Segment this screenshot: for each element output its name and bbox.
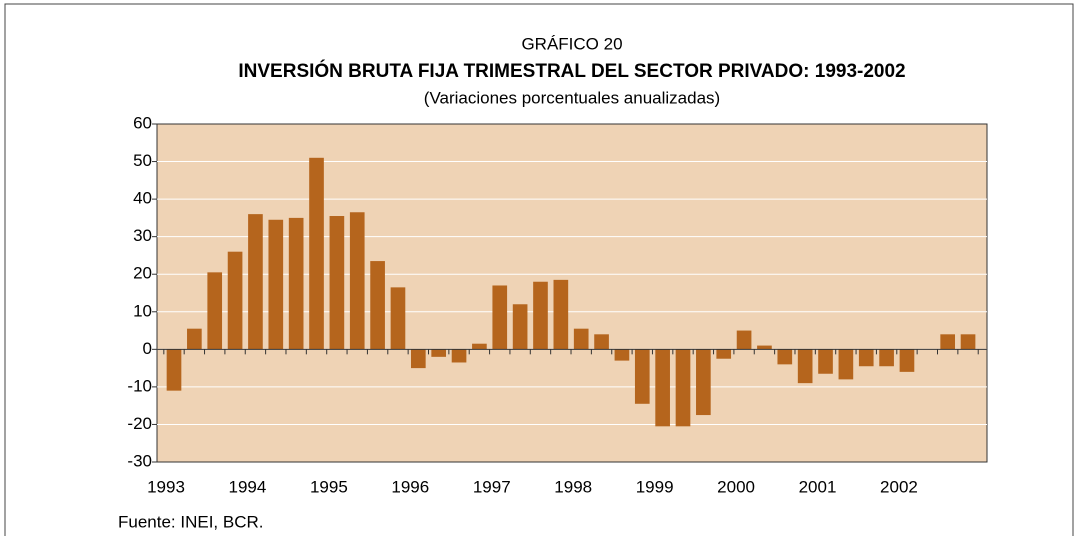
bar <box>777 349 793 365</box>
bar <box>716 349 732 359</box>
bar <box>512 304 528 350</box>
frame <box>4 3 1074 536</box>
x-tick-label: 1994 <box>229 477 267 496</box>
bar <box>655 349 670 427</box>
y-tick-label: -10 <box>127 376 152 395</box>
bar <box>838 349 854 380</box>
bar <box>248 214 263 350</box>
x-tick-label: 1993 <box>147 477 185 496</box>
x-tick-label: 1996 <box>391 477 429 496</box>
y-tick-label: 0 <box>143 339 152 358</box>
x-tick-label: 2001 <box>799 477 837 496</box>
y-tick-label: -20 <box>127 414 152 433</box>
x-tick-label: 1998 <box>554 477 592 496</box>
bar <box>553 279 569 350</box>
bar <box>573 328 589 350</box>
bar <box>349 212 365 350</box>
bar <box>431 349 447 357</box>
bar <box>858 349 874 367</box>
chart-supertitle: GRÁFICO 20 <box>521 34 622 53</box>
bar <box>533 281 548 350</box>
x-tick-label: 1999 <box>636 477 674 496</box>
bar <box>207 272 223 350</box>
bar <box>634 349 650 404</box>
bar <box>818 349 833 374</box>
bar <box>492 285 508 350</box>
bar <box>736 330 752 350</box>
bar <box>757 345 772 350</box>
x-tick-label: 1995 <box>310 477 348 496</box>
y-tick-label: 30 <box>133 226 152 245</box>
bar <box>472 343 487 350</box>
bar <box>797 349 813 384</box>
x-tick-label: 1997 <box>473 477 511 496</box>
chart-subtitle: (Variaciones porcentuales anualizadas) <box>424 88 720 107</box>
bar <box>594 334 609 350</box>
bar <box>940 334 956 350</box>
bar <box>675 349 691 427</box>
y-tick-label: -30 <box>127 451 152 470</box>
bar <box>166 349 182 391</box>
bar <box>614 349 630 361</box>
x-tick-label: 2002 <box>880 477 918 496</box>
bar <box>960 334 976 350</box>
y-tick-label: 50 <box>133 151 152 170</box>
bar <box>329 216 345 350</box>
bar <box>899 349 915 372</box>
y-tick-label: 20 <box>133 264 152 283</box>
bar <box>309 157 324 350</box>
bar <box>390 287 406 350</box>
bar <box>227 251 243 350</box>
chart-title: INVERSIÓN BRUTA FIJA TRIMESTRAL DEL SECT… <box>238 60 905 82</box>
bar <box>410 349 426 369</box>
bar <box>268 219 284 350</box>
bar <box>451 349 467 363</box>
bar <box>370 261 385 350</box>
bar <box>288 217 304 350</box>
source-note: Fuente: INEI, BCR. <box>118 512 264 531</box>
x-tick-label: 2000 <box>717 477 755 496</box>
y-tick-label: 10 <box>133 301 152 320</box>
y-tick-label: 60 <box>133 113 152 132</box>
y-tick-label: 40 <box>133 189 152 208</box>
bar <box>696 349 711 416</box>
bar <box>187 328 202 350</box>
bar <box>879 349 894 367</box>
